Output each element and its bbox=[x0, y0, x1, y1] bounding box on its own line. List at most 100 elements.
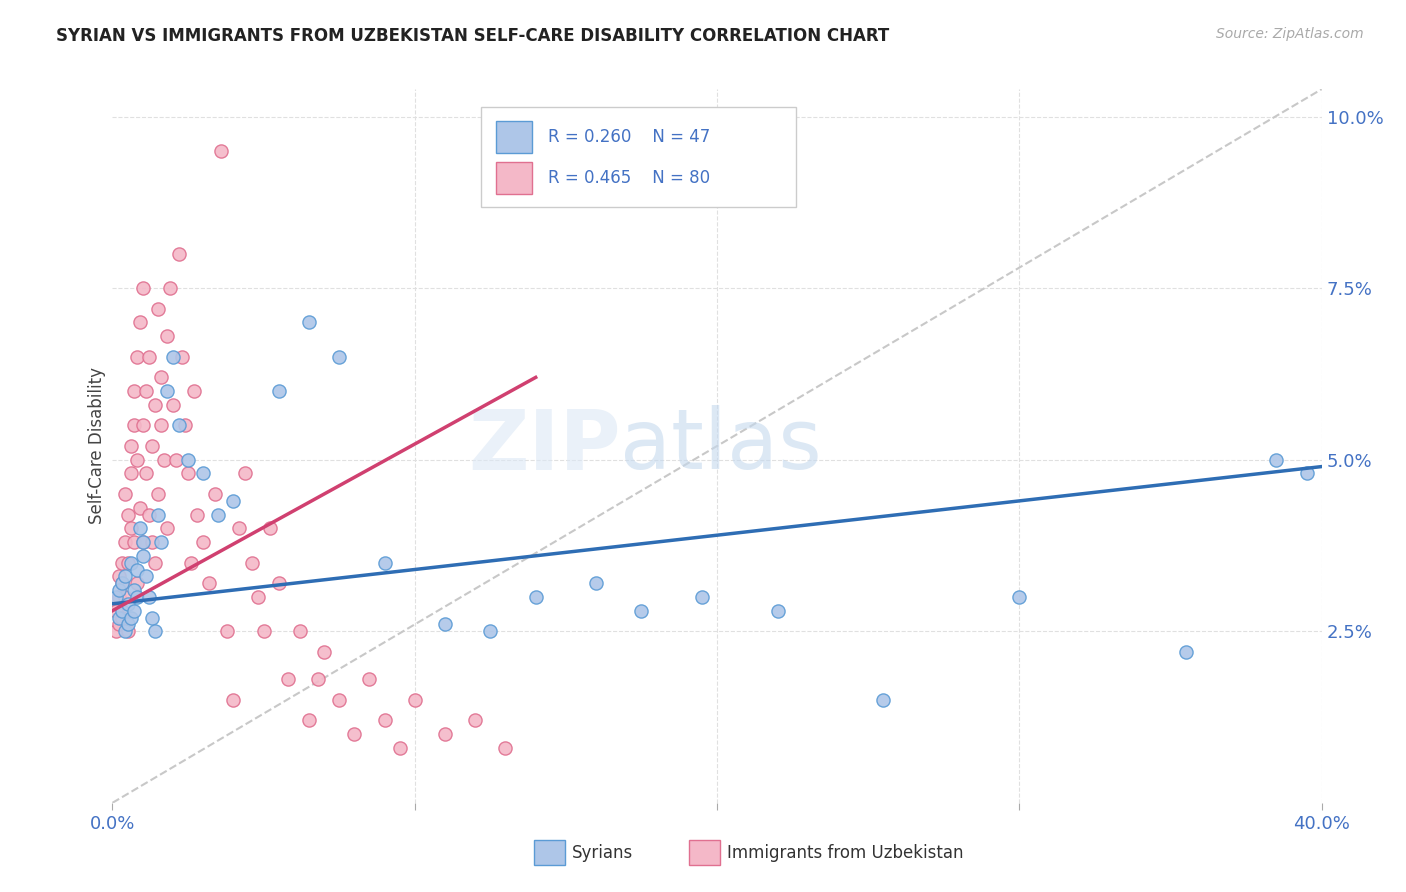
Point bbox=[180, 556, 202, 570]
Point bbox=[141, 439, 163, 453]
Point bbox=[253, 624, 276, 639]
Point bbox=[138, 350, 160, 364]
Point bbox=[125, 452, 148, 467]
Point bbox=[288, 624, 311, 639]
Point bbox=[246, 590, 269, 604]
Point bbox=[135, 467, 157, 481]
Point bbox=[156, 329, 179, 343]
Point bbox=[107, 610, 129, 624]
Point bbox=[585, 576, 607, 591]
Point bbox=[872, 693, 894, 707]
Point bbox=[122, 384, 145, 398]
Point bbox=[267, 384, 290, 398]
Y-axis label: Self-Care Disability: Self-Care Disability bbox=[87, 368, 105, 524]
Point bbox=[162, 350, 184, 364]
Point bbox=[110, 576, 132, 591]
Point bbox=[464, 714, 486, 728]
Point bbox=[240, 556, 263, 570]
Text: Source: ZipAtlas.com: Source: ZipAtlas.com bbox=[1216, 27, 1364, 41]
Text: ZIP: ZIP bbox=[468, 406, 620, 486]
Point bbox=[1265, 452, 1288, 467]
Point bbox=[132, 535, 155, 549]
FancyBboxPatch shape bbox=[481, 107, 796, 207]
Point bbox=[128, 521, 150, 535]
Point bbox=[1008, 590, 1031, 604]
Point bbox=[167, 418, 190, 433]
Point bbox=[132, 281, 155, 295]
Point bbox=[125, 590, 148, 604]
Point bbox=[149, 370, 172, 384]
Point bbox=[170, 350, 193, 364]
Point bbox=[177, 452, 200, 467]
Point bbox=[132, 535, 155, 549]
Point bbox=[114, 624, 136, 639]
Point bbox=[117, 597, 139, 611]
Text: Immigrants from Uzbekistan: Immigrants from Uzbekistan bbox=[727, 844, 963, 862]
Point bbox=[374, 556, 396, 570]
Point bbox=[177, 467, 200, 481]
Point bbox=[433, 617, 456, 632]
Point bbox=[149, 535, 172, 549]
Point bbox=[479, 624, 502, 639]
Point bbox=[159, 281, 181, 295]
Point bbox=[117, 556, 139, 570]
Point bbox=[388, 740, 411, 755]
Point bbox=[120, 467, 142, 481]
Point bbox=[314, 645, 336, 659]
Point bbox=[630, 604, 652, 618]
Point bbox=[120, 556, 142, 570]
Point bbox=[114, 535, 136, 549]
Point bbox=[222, 494, 245, 508]
Point bbox=[143, 624, 166, 639]
Point bbox=[1174, 645, 1197, 659]
Point bbox=[117, 624, 139, 639]
Text: R = 0.260    N = 47: R = 0.260 N = 47 bbox=[548, 128, 710, 146]
Point bbox=[110, 604, 132, 618]
Point bbox=[328, 693, 350, 707]
Point bbox=[228, 521, 250, 535]
Text: Syrians: Syrians bbox=[572, 844, 634, 862]
Point bbox=[524, 590, 547, 604]
Point bbox=[235, 467, 257, 481]
Point bbox=[343, 727, 366, 741]
Point bbox=[107, 590, 129, 604]
Point bbox=[138, 590, 160, 604]
Point bbox=[107, 617, 129, 632]
Point bbox=[222, 693, 245, 707]
Point bbox=[153, 452, 176, 467]
Point bbox=[141, 610, 163, 624]
Point bbox=[143, 398, 166, 412]
Point bbox=[128, 316, 150, 330]
Point bbox=[298, 316, 321, 330]
Point bbox=[122, 583, 145, 598]
Point bbox=[117, 617, 139, 632]
Point bbox=[128, 500, 150, 515]
Point bbox=[110, 556, 132, 570]
Point bbox=[110, 610, 132, 624]
Point bbox=[298, 714, 321, 728]
Point bbox=[374, 714, 396, 728]
Point bbox=[104, 624, 127, 639]
Point bbox=[766, 604, 789, 618]
Point bbox=[120, 610, 142, 624]
Point bbox=[156, 384, 179, 398]
Point bbox=[277, 673, 299, 687]
Point bbox=[198, 576, 221, 591]
Text: SYRIAN VS IMMIGRANTS FROM UZBEKISTAN SELF-CARE DISABILITY CORRELATION CHART: SYRIAN VS IMMIGRANTS FROM UZBEKISTAN SEL… bbox=[56, 27, 890, 45]
Point bbox=[165, 452, 187, 467]
Point bbox=[359, 673, 381, 687]
Text: R = 0.465    N = 80: R = 0.465 N = 80 bbox=[548, 169, 710, 187]
Point bbox=[149, 418, 172, 433]
Bar bbox=[496, 162, 531, 194]
Point bbox=[114, 590, 136, 604]
Point bbox=[143, 556, 166, 570]
Point bbox=[117, 508, 139, 522]
Point bbox=[307, 673, 329, 687]
Bar bbox=[496, 121, 531, 153]
Point bbox=[104, 590, 127, 604]
Point bbox=[207, 508, 229, 522]
Point bbox=[167, 247, 190, 261]
Point bbox=[132, 418, 155, 433]
Point bbox=[204, 487, 226, 501]
Point bbox=[267, 576, 290, 591]
